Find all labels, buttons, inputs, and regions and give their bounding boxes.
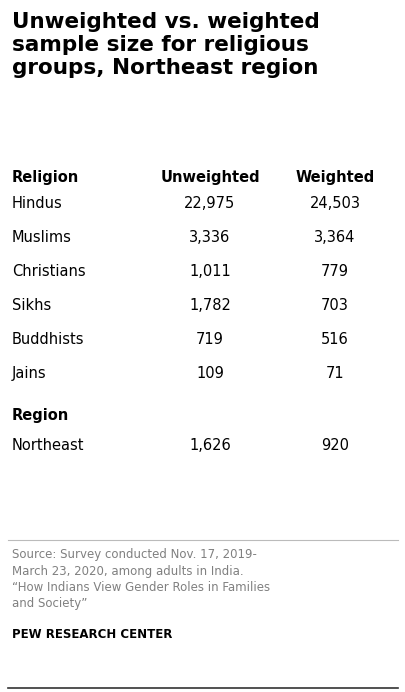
Text: Hindus: Hindus xyxy=(12,196,63,211)
Text: 22,975: 22,975 xyxy=(184,196,235,211)
Text: Muslims: Muslims xyxy=(12,230,72,245)
Text: Unweighted: Unweighted xyxy=(160,170,259,185)
Text: 703: 703 xyxy=(320,298,348,313)
Text: Buddhists: Buddhists xyxy=(12,332,84,347)
Text: Religion: Religion xyxy=(12,170,79,185)
Text: 920: 920 xyxy=(320,438,348,453)
Text: Christians: Christians xyxy=(12,264,85,279)
Text: Unweighted vs. weighted
sample size for religious
groups, Northeast region: Unweighted vs. weighted sample size for … xyxy=(12,12,319,78)
Text: 1,782: 1,782 xyxy=(189,298,230,313)
Text: 109: 109 xyxy=(196,366,224,381)
Text: Northeast: Northeast xyxy=(12,438,84,453)
Text: 71: 71 xyxy=(325,366,343,381)
Text: PEW RESEARCH CENTER: PEW RESEARCH CENTER xyxy=(12,628,172,641)
Text: 1,011: 1,011 xyxy=(189,264,230,279)
Text: Weighted: Weighted xyxy=(295,170,374,185)
Text: 516: 516 xyxy=(320,332,348,347)
Text: 24,503: 24,503 xyxy=(309,196,360,211)
Text: Source: Survey conducted Nov. 17, 2019-
March 23, 2020, among adults in India.
“: Source: Survey conducted Nov. 17, 2019- … xyxy=(12,548,269,610)
Text: 3,364: 3,364 xyxy=(313,230,355,245)
Text: 1,626: 1,626 xyxy=(189,438,230,453)
Text: Region: Region xyxy=(12,408,69,423)
Text: Jains: Jains xyxy=(12,366,47,381)
Text: 3,336: 3,336 xyxy=(189,230,230,245)
Text: Sikhs: Sikhs xyxy=(12,298,51,313)
Text: 719: 719 xyxy=(196,332,224,347)
Text: 779: 779 xyxy=(320,264,348,279)
